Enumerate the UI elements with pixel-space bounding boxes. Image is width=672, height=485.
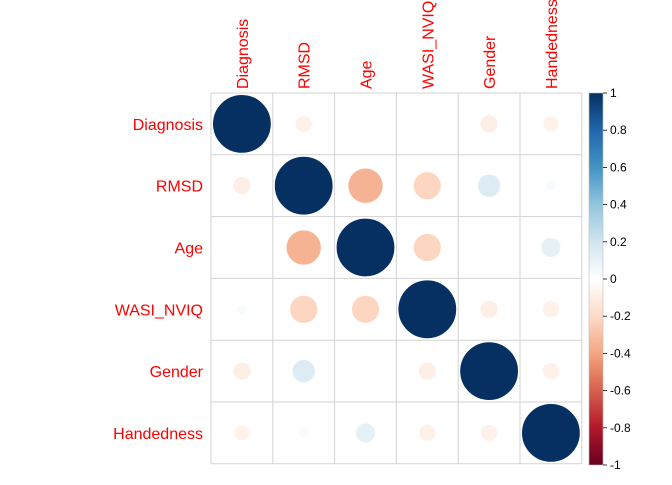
colorbar-tick-label: -0.8 bbox=[610, 421, 631, 435]
corr-circle-rmsd-rmsd bbox=[273, 155, 334, 216]
col-label-diagnosis: Diagnosis bbox=[235, 19, 252, 89]
corr-circle-wasi-nviq-handedness bbox=[542, 300, 560, 318]
colorbar-tick-label: -1 bbox=[610, 458, 621, 472]
corr-circle-age-wasi-nviq bbox=[413, 233, 442, 262]
colorbar-tick-label: 0.2 bbox=[610, 235, 627, 249]
colorbar-gradient bbox=[588, 92, 604, 466]
corr-circle-gender-gender bbox=[459, 341, 520, 402]
colorbar-tick-label: 1 bbox=[610, 86, 617, 100]
colorbar-tick-label: 0.4 bbox=[610, 198, 627, 212]
corr-circle-rmsd-wasi-nviq bbox=[413, 171, 442, 200]
col-label-rmsd: RMSD bbox=[297, 42, 314, 89]
corr-circle-rmsd-age bbox=[347, 168, 384, 204]
corr-circle-age-rmsd bbox=[286, 229, 322, 266]
corr-circle-rmsd-handedness bbox=[545, 180, 557, 191]
colorbar-tick-label: 0.8 bbox=[610, 123, 627, 137]
corr-circle-handedness-handedness bbox=[521, 403, 581, 463]
colorbar-tick-label: 0 bbox=[610, 272, 617, 286]
corr-circle-gender-rmsd bbox=[292, 359, 316, 383]
correlation-circles bbox=[212, 94, 581, 463]
corr-circle-wasi-nviq-gender bbox=[480, 300, 499, 319]
corr-circle-diagnosis-rmsd bbox=[295, 115, 313, 133]
corr-circle-rmsd-gender bbox=[477, 174, 501, 198]
corr-circle-gender-wasi-nviq bbox=[418, 362, 437, 381]
corr-circle-handedness-wasi-nviq bbox=[418, 424, 436, 442]
row-label-rmsd: RMSD bbox=[156, 179, 203, 196]
colorbar-tick-label: 0.6 bbox=[610, 160, 627, 174]
corr-circle-handedness-gender bbox=[480, 424, 498, 442]
corr-circle-gender-handedness bbox=[542, 362, 560, 380]
corr-circle-diagnosis-wasi-nviq bbox=[424, 120, 431, 128]
corr-circle-diagnosis-handedness bbox=[542, 115, 559, 132]
colorbar-tick-label: -0.4 bbox=[610, 346, 631, 360]
corr-circle-handedness-age bbox=[355, 422, 376, 443]
colorbar-tick-label: -0.6 bbox=[610, 384, 631, 398]
colorbar-legend: 1 0.8 0.6 0.4 0.2 0 -0.2 -0.4 -0.6 -0.8 -1 bbox=[588, 86, 631, 472]
row-label-diagnosis: Diagnosis bbox=[133, 117, 203, 134]
row-label-gender: Gender bbox=[150, 364, 204, 381]
row-label-age: Age bbox=[175, 241, 204, 258]
row-label-handedness: Handedness bbox=[113, 426, 203, 443]
corr-circle-age-age bbox=[335, 217, 396, 278]
row-label-wasi-nviq: WASI_NVIQ bbox=[115, 302, 203, 319]
corr-circle-diagnosis-diagnosis bbox=[212, 94, 272, 154]
corr-circle-age-handedness bbox=[540, 237, 561, 258]
col-label-gender: Gender bbox=[482, 35, 499, 89]
col-label-age: Age bbox=[359, 60, 376, 89]
corr-circle-wasi-nviq-wasi-nviq bbox=[397, 279, 458, 340]
column-labels: Diagnosis RMSD Age WASI_NVIQ Gender Handednes… bbox=[235, 0, 561, 89]
corr-circle-wasi-nviq-age bbox=[351, 295, 380, 324]
col-label-handedness: Handedness bbox=[544, 0, 561, 89]
corr-circle-rmsd-diagnosis bbox=[232, 176, 251, 195]
row-labels: Diagnosis RMSD Age WASI_NVIQ Gender Handednes… bbox=[113, 117, 204, 443]
grid-lines bbox=[210, 92, 583, 465]
colorbar-tick-label: -0.2 bbox=[610, 309, 631, 323]
col-label-wasi-nviq: WASI_NVIQ bbox=[420, 1, 437, 89]
corr-circle-handedness-rmsd bbox=[298, 427, 309, 439]
corr-circle-wasi-nviq-diagnosis bbox=[236, 304, 248, 315]
corr-circle-diagnosis-gender bbox=[480, 114, 499, 133]
corr-circle-wasi-nviq-rmsd bbox=[289, 295, 318, 324]
corr-circle-gender-diagnosis bbox=[232, 362, 251, 381]
corr-circle-handedness-diagnosis bbox=[233, 424, 250, 441]
